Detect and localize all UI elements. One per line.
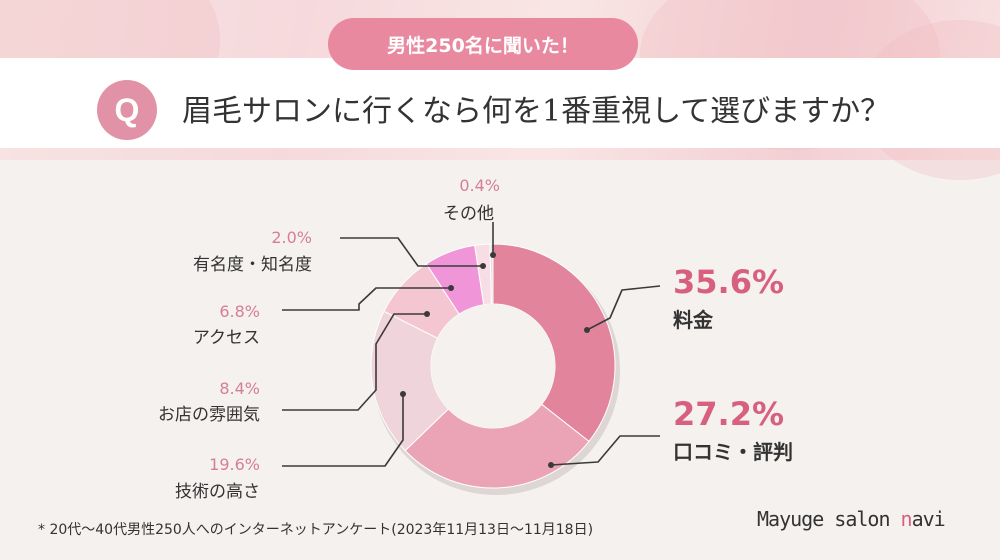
leader-dot: [584, 327, 590, 333]
q-mark-icon: Q: [97, 80, 157, 140]
leader-line: [550, 435, 660, 466]
leader-dot: [548, 462, 554, 468]
data-label-value: 27.2%: [673, 395, 785, 433]
data-label-name: その他: [443, 204, 494, 224]
data-label-name: アクセス: [192, 328, 260, 348]
data-label-name: 口コミ・評判: [673, 440, 793, 464]
data-label-name: お店の雰囲気: [158, 405, 260, 425]
leader-line: [586, 285, 661, 331]
leader-dot: [490, 252, 496, 258]
data-label-name: 有名度・知名度: [193, 255, 312, 275]
leader-dot: [424, 311, 430, 317]
brand-logo: Mayuge salon navi: [757, 507, 946, 531]
data-label-name: 技術の高さ: [175, 482, 260, 502]
question-bar: [0, 58, 1000, 148]
leader-dot: [448, 285, 454, 291]
leader-line: [282, 394, 404, 467]
question-text: 眉毛サロンに行くなら何を1番重視して選びますか？: [182, 94, 891, 129]
leader-line: [282, 287, 451, 311]
leader-line: [282, 313, 427, 411]
data-label-value: 0.4%: [459, 176, 500, 195]
survey-badge: 男性250名に聞いた！: [328, 18, 638, 70]
data-label-value: 2.0%: [271, 228, 312, 247]
leader-dot: [480, 263, 486, 269]
leader-dot: [400, 391, 406, 397]
brand-prefix: Mayuge salon: [757, 507, 901, 531]
data-label-name: 料金: [673, 308, 713, 332]
leader-line: [340, 237, 483, 267]
data-label-value: 6.8%: [219, 302, 260, 321]
data-label-value: 19.6%: [209, 455, 260, 474]
brand-accent: n: [900, 507, 913, 531]
data-label-value: 35.6%: [673, 263, 785, 301]
footnote: * 20代〜40代男性250人へのインターネットアンケート(2023年11月13…: [38, 522, 594, 538]
data-label-value: 8.4%: [219, 379, 260, 398]
brand-suffix: avi: [911, 507, 946, 531]
donut-hole: [431, 304, 555, 428]
